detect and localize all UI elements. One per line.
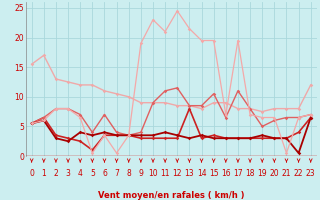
X-axis label: Vent moyen/en rafales ( km/h ): Vent moyen/en rafales ( km/h ): [98, 191, 244, 200]
